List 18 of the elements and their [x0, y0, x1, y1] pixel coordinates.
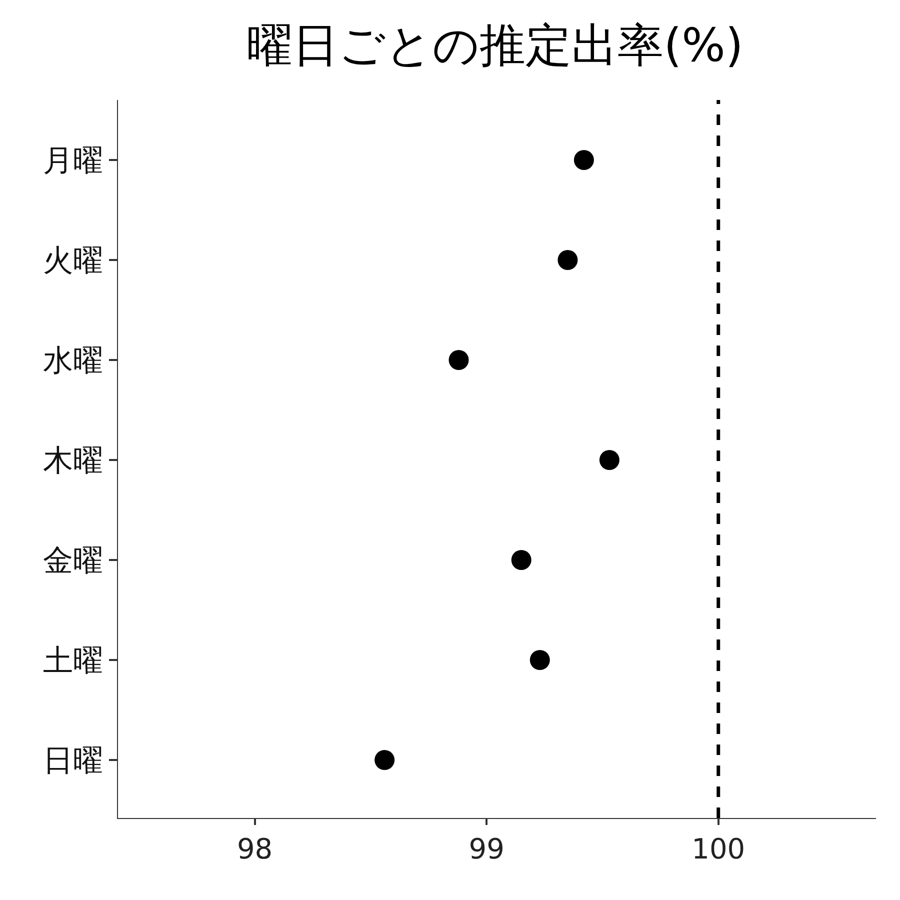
point: [511, 550, 532, 570]
y-tick-label: 水曜: [42, 344, 103, 378]
y-tick-label: 木曜: [42, 444, 103, 478]
point: [558, 250, 578, 270]
y-tick-label: 土曜: [42, 644, 103, 678]
y-tick-label: 金曜: [42, 544, 103, 578]
x-tick-label: 98: [236, 832, 273, 866]
point: [574, 150, 594, 170]
y-tick-label: 火曜: [42, 244, 103, 278]
point: [530, 650, 550, 670]
y-tick-label: 月曜: [42, 144, 103, 178]
x-tick-label: 99: [468, 832, 504, 866]
chart-title: 曜日ごとの推定出率(%): [246, 18, 744, 72]
point: [448, 350, 469, 370]
point: [599, 450, 620, 470]
y-tick-label: 日曜: [42, 744, 103, 778]
point: [374, 750, 395, 770]
x-tick-label: 100: [692, 832, 746, 866]
